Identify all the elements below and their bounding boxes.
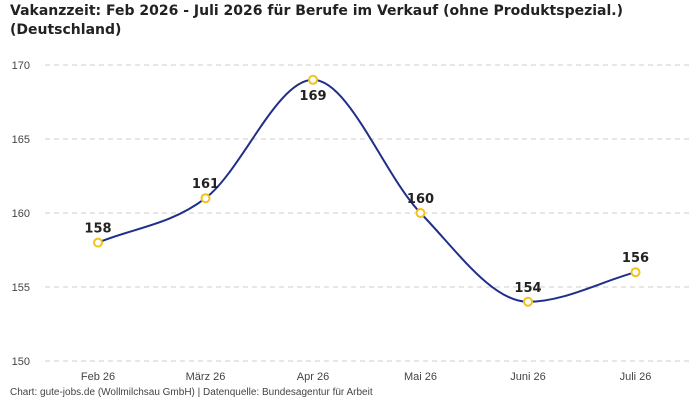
data-point	[523, 296, 533, 307]
data-label: 169	[299, 89, 326, 104]
y-tick-label: 165	[12, 134, 30, 146]
grid-lines	[45, 64, 690, 362]
x-tick-label: März 26	[186, 371, 226, 383]
x-tick-label: Mai 26	[404, 371, 437, 383]
x-tick-label: Apr 26	[297, 371, 329, 383]
data-point	[93, 237, 103, 248]
data-label: 160	[407, 192, 434, 207]
y-tick-label: 160	[12, 208, 30, 220]
data-point	[200, 193, 211, 204]
y-tick-label: 150	[12, 356, 30, 368]
y-axis-ticks: 150 155 160 165 170	[12, 60, 30, 368]
chart-source: Chart: gute-jobs.de (Wollmilchsau GmbH) …	[10, 387, 373, 398]
data-label: 156	[622, 251, 649, 266]
x-axis-ticks: Feb 26 März 26 Apr 26 Mai 26 Juni 26 Juli 26	[81, 371, 652, 383]
x-tick-label: Juli 26	[620, 371, 652, 383]
data-labels: 158 161 169 160 154 156	[84, 89, 649, 296]
y-tick-label: 155	[12, 282, 30, 294]
y-tick-label: 170	[12, 60, 30, 72]
x-tick-label: Feb 26	[81, 371, 115, 383]
chart-title: Vakanzzeit: Feb 2026 - Juli 2026 für Ber…	[10, 3, 623, 38]
data-label: 158	[84, 222, 111, 237]
x-tick-label: Juni 26	[510, 371, 545, 383]
series-line	[97, 78, 636, 303]
data-point	[308, 74, 318, 85]
data-label: 161	[192, 177, 219, 192]
data-label: 154	[514, 281, 541, 296]
data-point	[630, 267, 641, 278]
data-point	[415, 208, 426, 218]
series-markers	[93, 74, 641, 307]
